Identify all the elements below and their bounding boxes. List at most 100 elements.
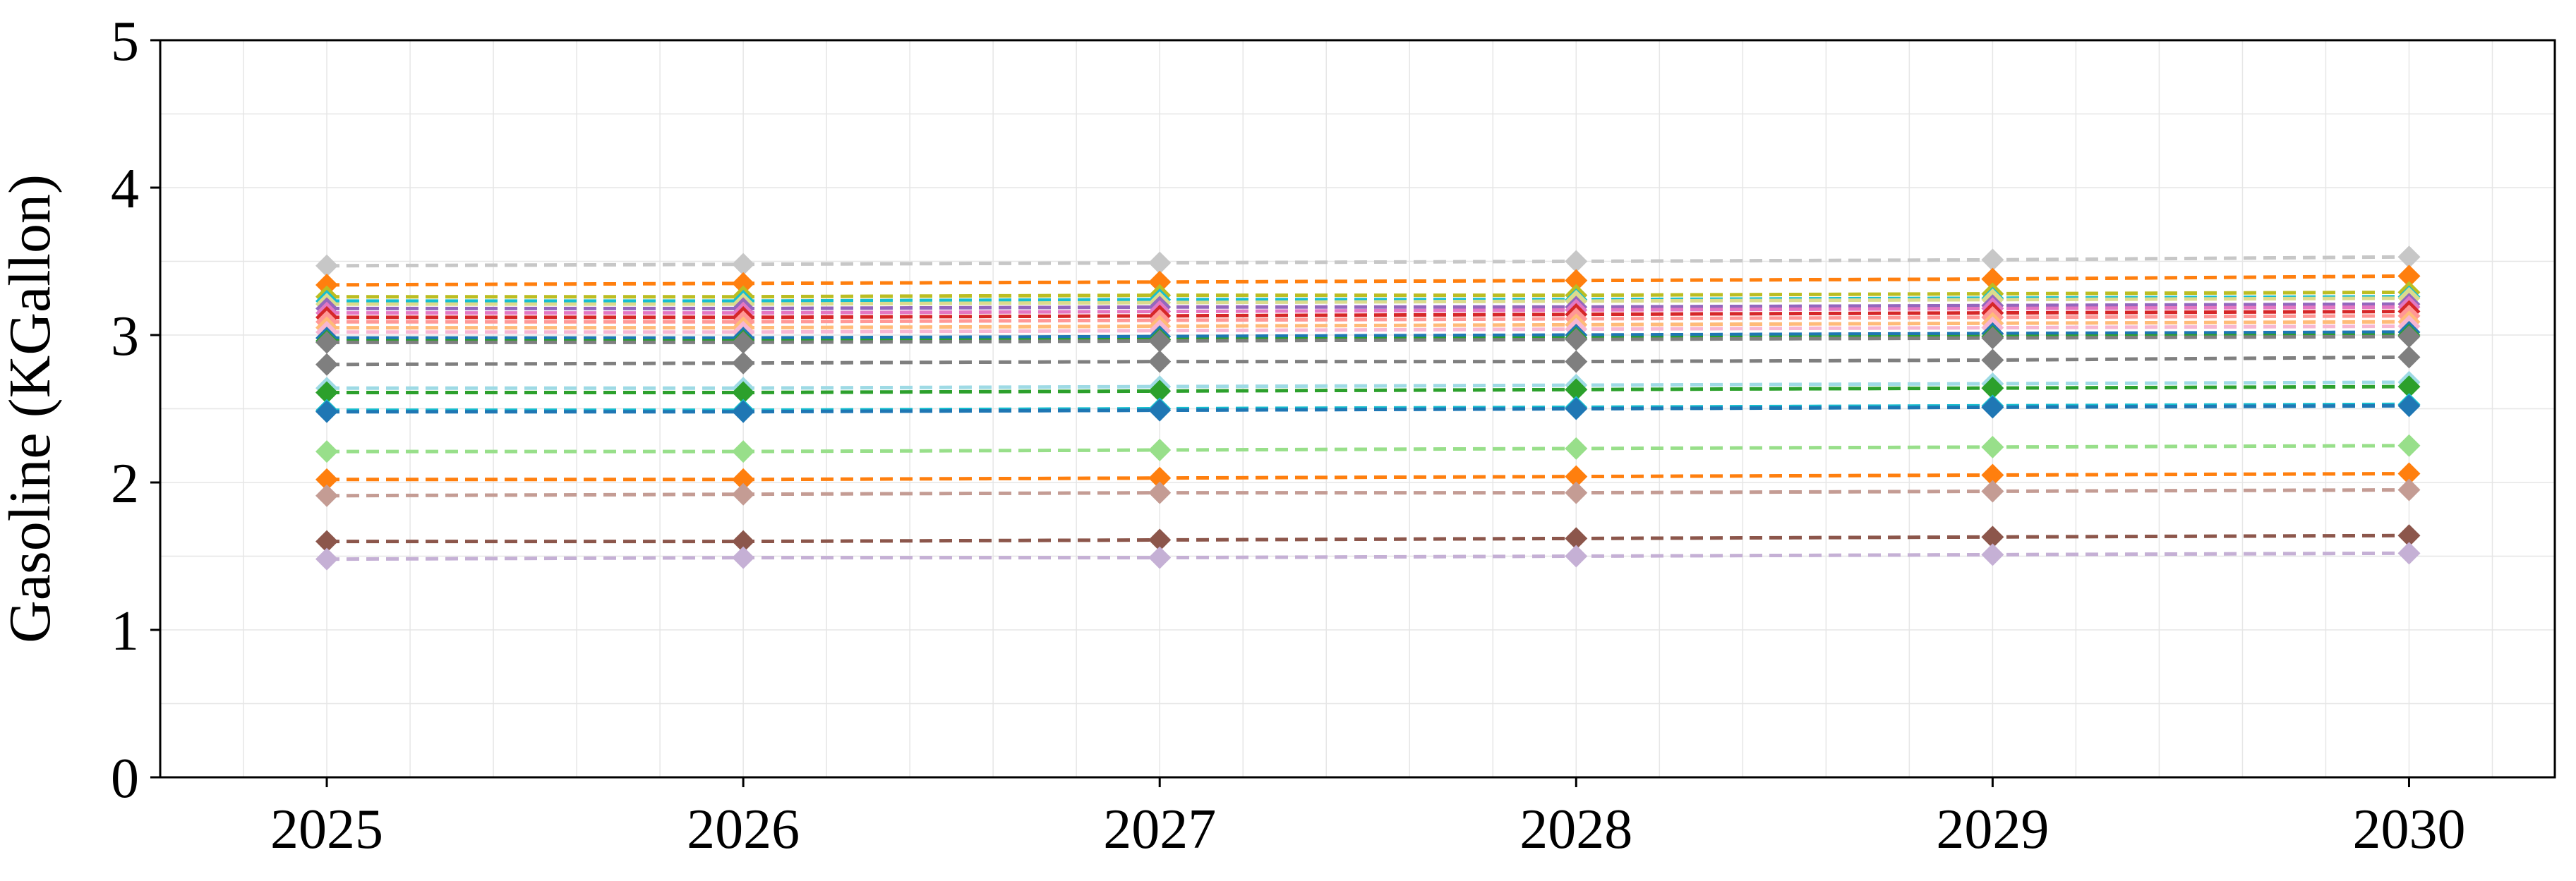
series-line bbox=[327, 403, 2409, 414]
data-point bbox=[1565, 465, 1588, 488]
x-tick-label: 2026 bbox=[687, 798, 800, 861]
series-line bbox=[327, 320, 2409, 330]
data-point bbox=[315, 468, 339, 491]
data-point bbox=[2397, 462, 2421, 485]
series-15 bbox=[315, 346, 2421, 376]
series-line bbox=[327, 533, 2409, 544]
data-point bbox=[1565, 350, 1588, 373]
series-line bbox=[327, 305, 2409, 315]
series-line bbox=[327, 324, 2409, 334]
x-tick-label: 2027 bbox=[1103, 798, 1216, 861]
series-line bbox=[326, 274, 2409, 287]
data-point bbox=[1565, 481, 1588, 504]
data-point bbox=[315, 484, 339, 507]
data-point bbox=[315, 254, 339, 277]
data-point bbox=[1981, 463, 2004, 487]
data-point bbox=[1148, 481, 1172, 504]
series-2 bbox=[315, 265, 2421, 296]
data-point bbox=[1565, 269, 1588, 292]
data-point bbox=[2397, 434, 2421, 457]
data-point bbox=[315, 331, 339, 354]
data-point bbox=[1148, 379, 1172, 403]
data-point bbox=[1981, 248, 2004, 272]
series-19 bbox=[315, 394, 2421, 423]
data-point bbox=[2397, 478, 2421, 502]
series-line bbox=[327, 380, 2409, 390]
data-point bbox=[1565, 397, 1588, 420]
data-point bbox=[1148, 270, 1172, 293]
y-tick-label: 4 bbox=[111, 158, 139, 220]
series-line bbox=[326, 551, 2409, 561]
data-point bbox=[2397, 245, 2421, 269]
series-line bbox=[327, 334, 2409, 344]
ticks: 0 1 2 3 4 5 2025 2026 2027 2028 2029 2030 bbox=[111, 11, 2465, 861]
data-point bbox=[732, 272, 755, 295]
data-point bbox=[1148, 466, 1172, 490]
y-tick-label: 5 bbox=[111, 11, 139, 73]
data-point bbox=[2397, 375, 2421, 399]
series-line bbox=[327, 384, 2409, 394]
plot-frame bbox=[159, 39, 2556, 779]
series-line bbox=[327, 330, 2409, 340]
data-point bbox=[1981, 480, 2004, 503]
data-point bbox=[1565, 328, 1588, 351]
data-point bbox=[315, 440, 339, 463]
data-point bbox=[1565, 545, 1588, 568]
series-line bbox=[327, 296, 2409, 306]
data-point bbox=[1565, 378, 1588, 401]
data-point bbox=[2397, 325, 2421, 348]
data-point bbox=[1148, 399, 1172, 422]
series-line bbox=[327, 310, 2409, 320]
series-line bbox=[327, 295, 2409, 303]
series-17 bbox=[315, 375, 2421, 404]
series-20 bbox=[315, 434, 2421, 463]
data-point bbox=[1981, 267, 2004, 291]
y-tick-label: 2 bbox=[111, 453, 139, 515]
data-point bbox=[1565, 527, 1588, 550]
data-point bbox=[315, 353, 339, 376]
data-point bbox=[1148, 350, 1172, 373]
series-16 bbox=[315, 370, 2421, 400]
data-point bbox=[1148, 329, 1172, 353]
series-line bbox=[327, 472, 2409, 482]
series-14 bbox=[315, 325, 2421, 354]
series-line bbox=[326, 355, 2409, 367]
data-point bbox=[1981, 543, 2004, 566]
data-point bbox=[2397, 542, 2421, 565]
data-point bbox=[732, 400, 755, 423]
data-point bbox=[1981, 396, 2004, 419]
x-tick-label: 2028 bbox=[1519, 798, 1632, 861]
data-point bbox=[2397, 265, 2421, 288]
data-point bbox=[732, 351, 755, 375]
data-point bbox=[732, 546, 755, 569]
data-point bbox=[315, 530, 339, 553]
data-point bbox=[732, 331, 755, 354]
data-point bbox=[2397, 346, 2421, 369]
y-tick-label: 3 bbox=[111, 305, 139, 367]
series-line bbox=[326, 255, 2409, 268]
x-tick-label: 2029 bbox=[1936, 798, 2049, 861]
series-21 bbox=[315, 462, 2421, 491]
data-point bbox=[732, 381, 755, 404]
y-tick-label: 1 bbox=[111, 600, 139, 662]
data-point bbox=[1981, 435, 2004, 458]
data-point bbox=[1148, 528, 1172, 552]
series-line bbox=[327, 314, 2409, 324]
y-axis-label: Gasoline (KGallon) bbox=[0, 174, 63, 643]
series-line bbox=[327, 444, 2409, 454]
data-point bbox=[315, 547, 339, 571]
data-point bbox=[732, 468, 755, 491]
data-point bbox=[2397, 394, 2421, 418]
data-point bbox=[1148, 439, 1172, 462]
series-line bbox=[327, 302, 2409, 310]
data-point bbox=[1565, 437, 1588, 460]
data-point bbox=[1981, 377, 2004, 400]
data-point bbox=[315, 273, 339, 296]
data-point bbox=[1981, 525, 2004, 549]
data-point bbox=[1148, 546, 1172, 569]
series-23 bbox=[315, 524, 2421, 553]
series-22 bbox=[315, 478, 2421, 507]
series-24 bbox=[315, 542, 2421, 571]
series-1 bbox=[315, 245, 2421, 277]
